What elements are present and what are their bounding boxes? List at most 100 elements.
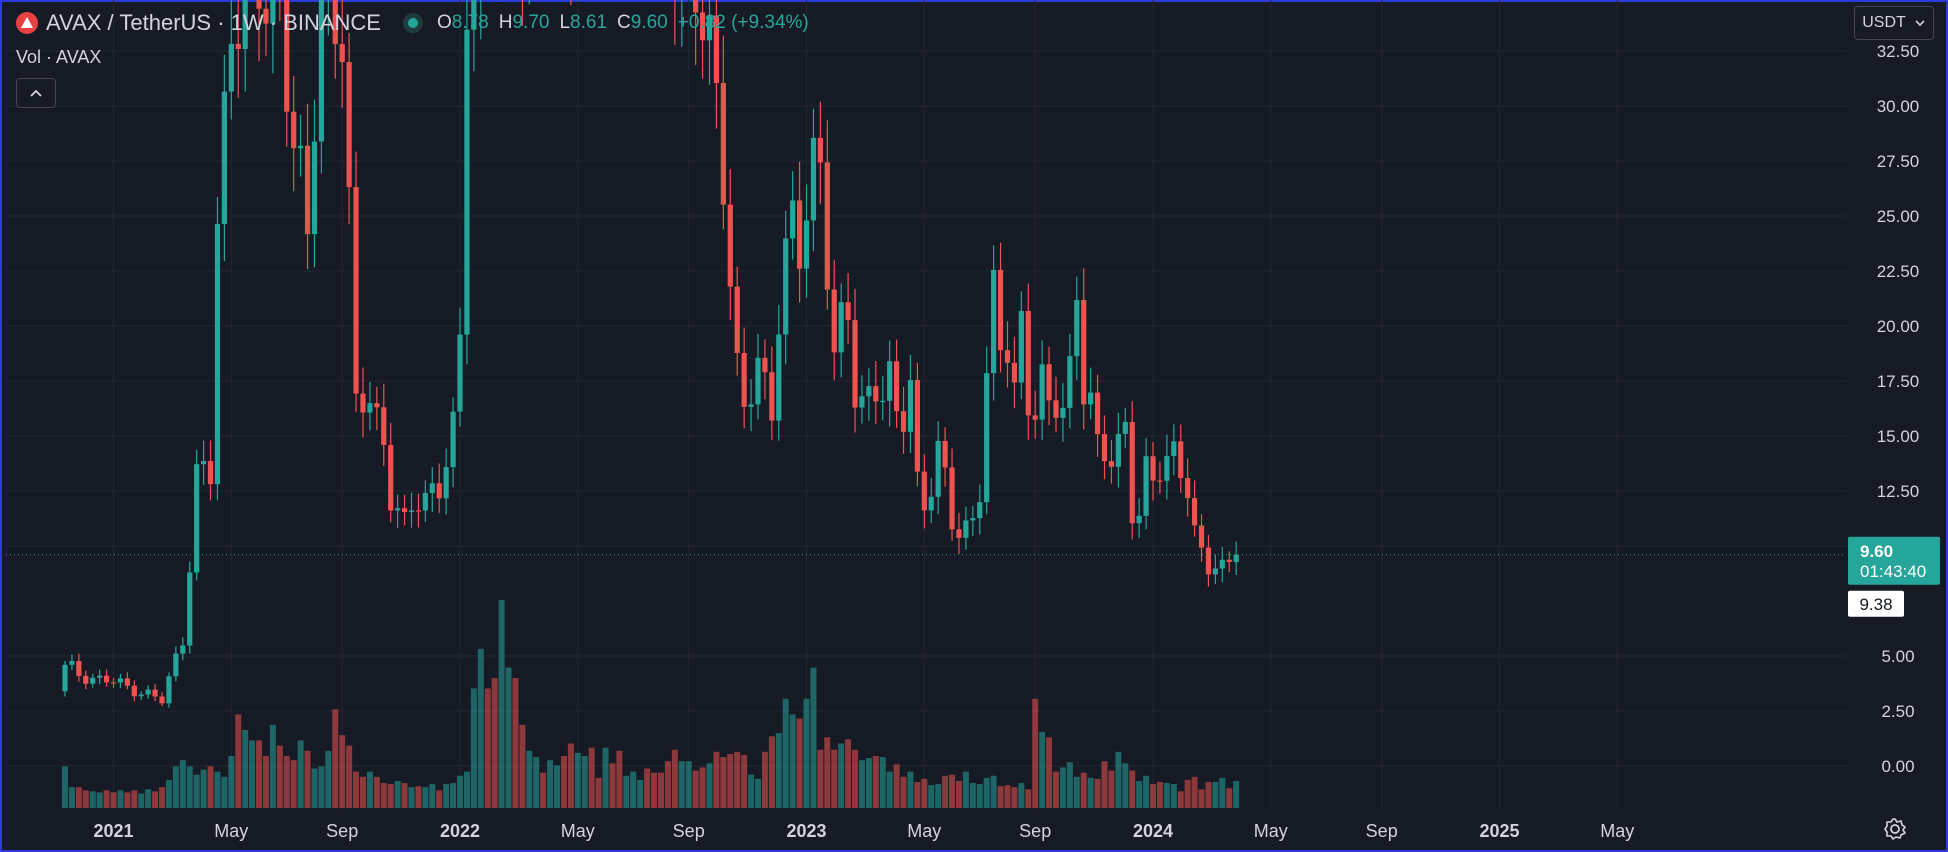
candle — [570, 0, 572, 6]
volume-bar — [68, 787, 75, 808]
candle-body — [1136, 515, 1142, 524]
collapse-legend-button[interactable] — [16, 78, 56, 108]
open-label: O — [436, 12, 452, 33]
market-status-icon[interactable] — [402, 13, 423, 33]
candle-body — [1074, 299, 1080, 357]
volume-bar — [942, 775, 949, 808]
chevron-down-icon — [1915, 20, 1925, 27]
volume-bar — [713, 751, 720, 808]
y-tick-label: 2.50 — [1881, 702, 1914, 721]
candle — [1046, 346, 1052, 426]
candle — [845, 273, 851, 345]
volume-bar — [727, 753, 734, 808]
candle-body — [693, 0, 699, 13]
volume-bar — [138, 793, 145, 808]
candle-body — [1178, 441, 1184, 479]
candle-body — [1129, 422, 1135, 524]
candle — [900, 386, 907, 454]
ohlc-values: O8.78 H9.70 L8.61 C9.60 +0.82 (+9.34%) — [437, 12, 819, 34]
volume-bar — [311, 768, 318, 808]
volume-bar — [748, 774, 755, 808]
candle — [693, 0, 699, 66]
x-tick-label: 2021 — [93, 821, 133, 841]
candle-body — [464, 29, 470, 335]
volume-bar — [117, 790, 124, 808]
candle — [327, 0, 329, 36]
candle — [339, 0, 345, 108]
candle — [374, 386, 380, 431]
candle — [124, 672, 130, 690]
candle — [866, 368, 872, 421]
candle — [1171, 424, 1177, 476]
volume-bar — [1004, 785, 1011, 808]
candle — [880, 375, 886, 421]
candle-body — [1157, 480, 1163, 482]
candle — [180, 637, 186, 661]
volume-bar — [422, 787, 429, 808]
candle-body — [90, 677, 96, 684]
volume-bar — [103, 790, 110, 808]
gear-icon[interactable] — [1882, 816, 1908, 842]
volume-bar — [1184, 779, 1191, 808]
volume-bar — [165, 779, 172, 808]
volume-legend[interactable]: Vol · AVAX — [16, 47, 102, 67]
candle — [1157, 461, 1163, 494]
candle — [429, 467, 435, 513]
candle — [942, 427, 948, 487]
candle — [1074, 276, 1080, 380]
candle — [803, 184, 810, 298]
volume-bar — [290, 760, 297, 808]
candle-body — [318, 0, 325, 142]
candle — [263, 0, 269, 57]
candle — [824, 120, 830, 310]
candle-pane — [62, 0, 1239, 708]
candle-body — [1226, 559, 1232, 563]
volume-bar — [1233, 780, 1240, 808]
candle — [152, 684, 158, 702]
x-tick-label: Sep — [326, 821, 358, 841]
candle — [235, 0, 241, 98]
candle-body — [880, 400, 886, 403]
volume-bar — [332, 709, 339, 808]
volume-bar — [540, 772, 547, 808]
candle-body — [152, 689, 158, 697]
candle — [464, 0, 470, 365]
candle-body — [1039, 364, 1045, 420]
volume-bar — [304, 750, 311, 808]
volume-bar — [1059, 767, 1066, 808]
candle-body — [838, 302, 844, 353]
volume-bar — [574, 752, 581, 808]
candle-body — [831, 289, 837, 353]
volume-bar — [262, 756, 269, 808]
volume-bar — [976, 784, 983, 808]
candle-body — [977, 502, 983, 519]
candle-body — [699, 12, 706, 41]
candle — [214, 196, 221, 501]
low-label: L — [559, 12, 571, 33]
volume-bar — [470, 688, 477, 808]
candle — [935, 421, 941, 515]
y-tick-label: 20.00 — [1877, 317, 1920, 336]
candle-body — [270, 0, 276, 24]
candle — [76, 653, 82, 682]
candle — [1094, 374, 1101, 457]
y-tick-label: 5.00 — [1881, 647, 1914, 666]
volume-bar — [755, 778, 761, 808]
candle-body — [457, 334, 463, 412]
volume-bar — [484, 688, 491, 808]
candle — [831, 259, 837, 381]
volume-bar — [269, 724, 276, 808]
symbol-line[interactable]: AVAX / TetherUS · 1W · BINANCE — [46, 10, 381, 35]
volume-bar — [82, 790, 89, 808]
avax-logo-icon — [16, 12, 38, 34]
volume-bar — [699, 767, 706, 808]
open-value: 8.78 — [451, 12, 489, 33]
candle-body — [422, 493, 428, 511]
candle — [1191, 480, 1198, 537]
low-value: 8.61 — [570, 12, 608, 33]
candle-body — [790, 200, 796, 239]
currency-selector-button[interactable]: USDT — [1854, 6, 1934, 40]
candle — [1150, 442, 1156, 501]
